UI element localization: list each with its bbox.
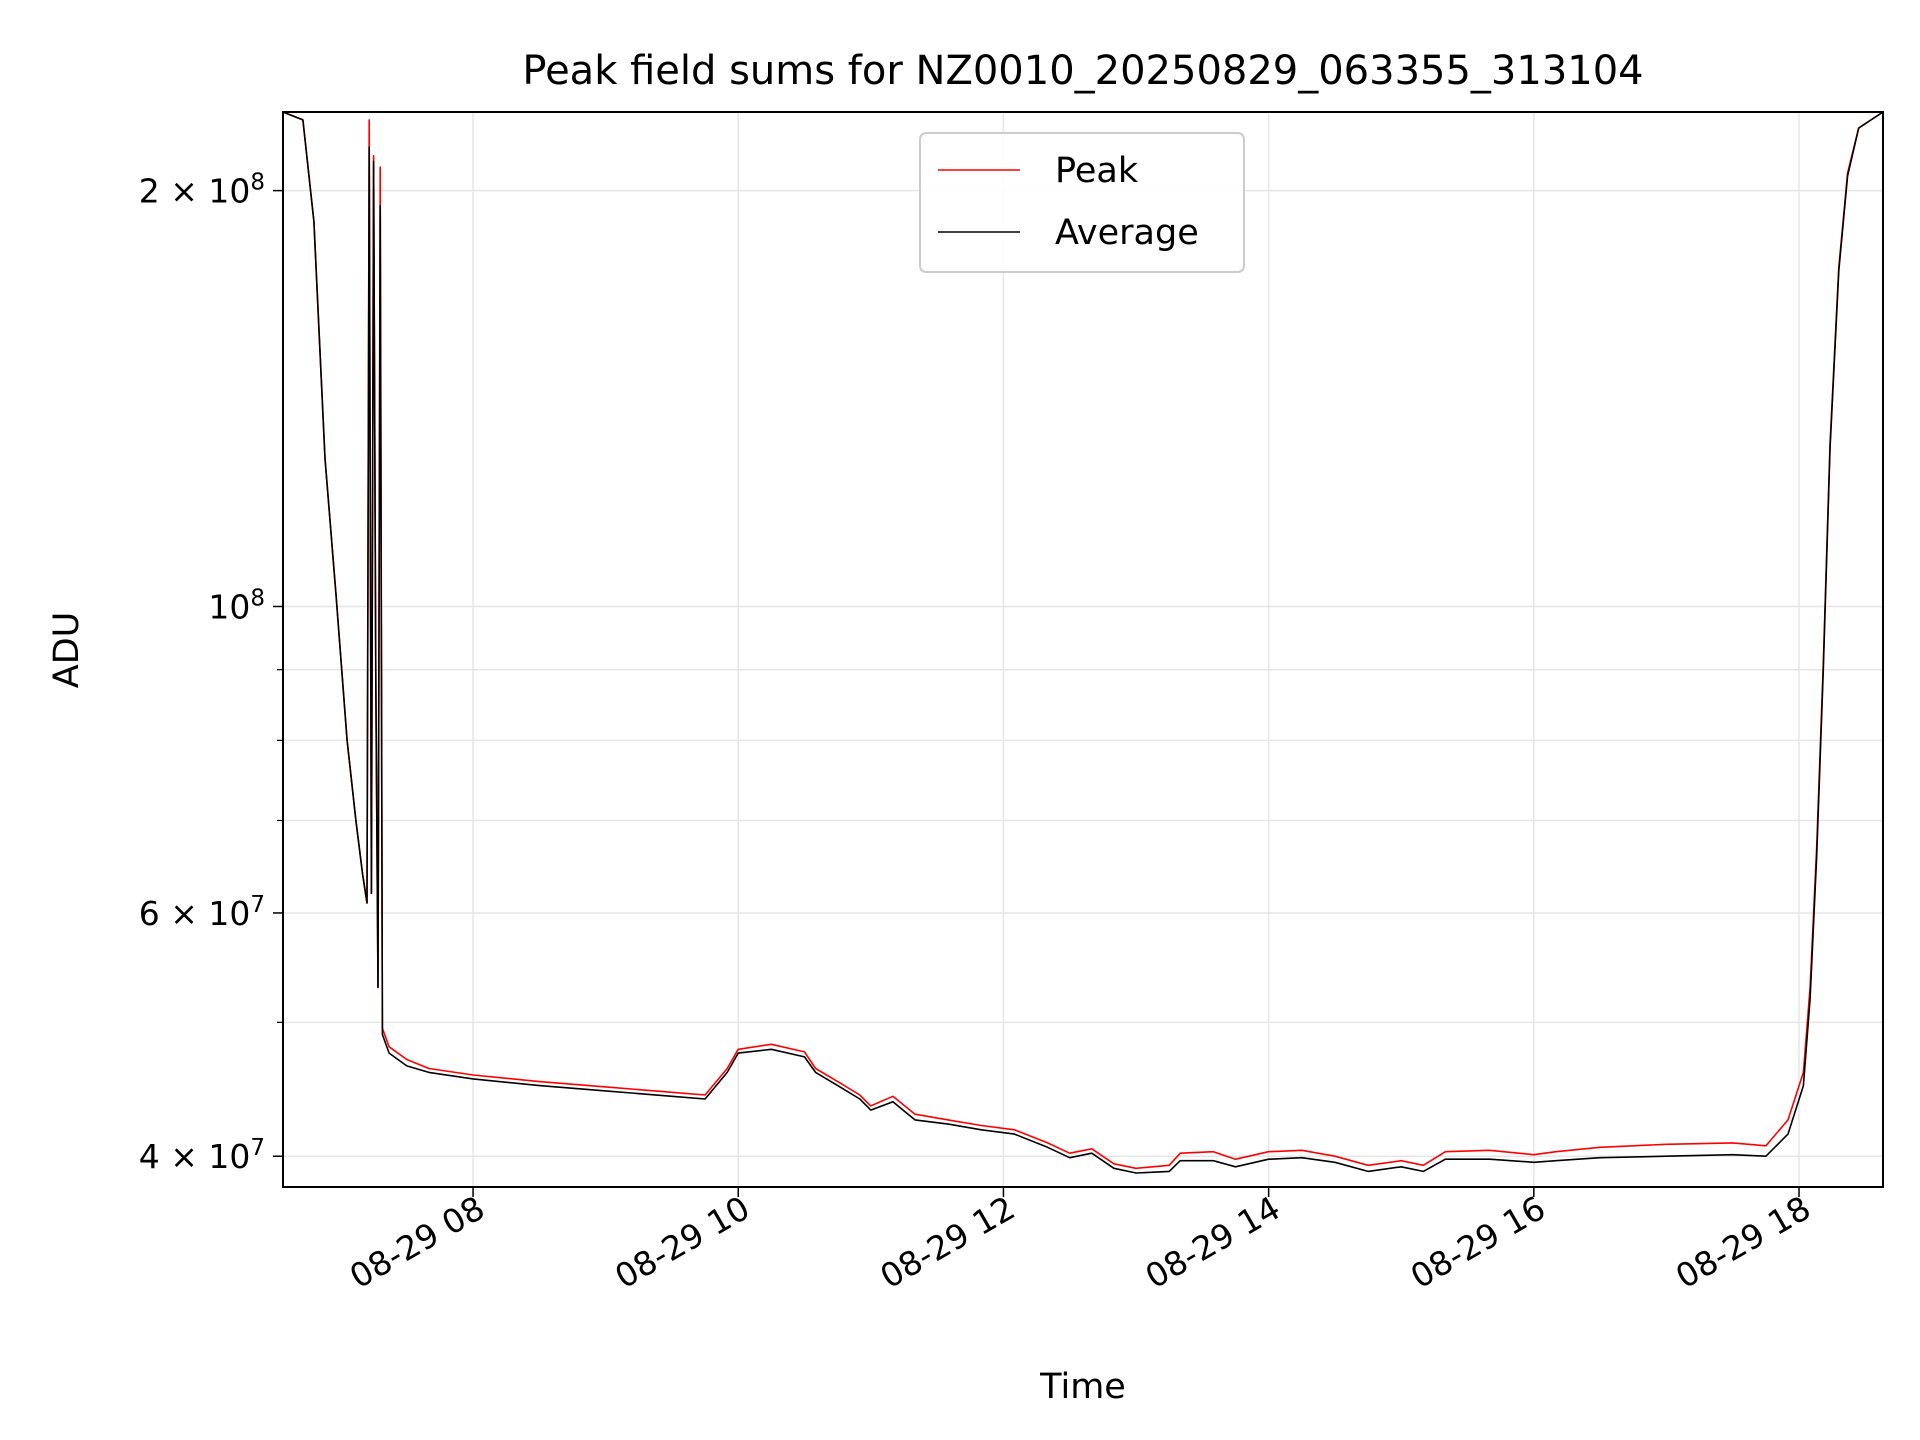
y-tick-label: 6 × 107 bbox=[139, 892, 265, 933]
legend: Peak Average bbox=[919, 132, 1245, 273]
legend-label-average: Average bbox=[1055, 213, 1199, 253]
x-axis-label: Time bbox=[1039, 1367, 1126, 1407]
y-tick-label: 108 bbox=[208, 585, 265, 626]
y-tick-label: 4 × 107 bbox=[139, 1135, 265, 1176]
plot-frame bbox=[282, 111, 1884, 1188]
legend-box bbox=[919, 132, 1245, 273]
series-layer bbox=[282, 111, 1884, 1174]
legend-label-peak: Peak bbox=[1055, 151, 1139, 191]
chart-title: Peak field sums for NZ0010_20250829_0633… bbox=[522, 48, 1643, 94]
series-line-average bbox=[282, 111, 1884, 1174]
y-axis-label: ADU bbox=[47, 612, 87, 689]
y-tick-label: 2 × 108 bbox=[139, 170, 265, 211]
